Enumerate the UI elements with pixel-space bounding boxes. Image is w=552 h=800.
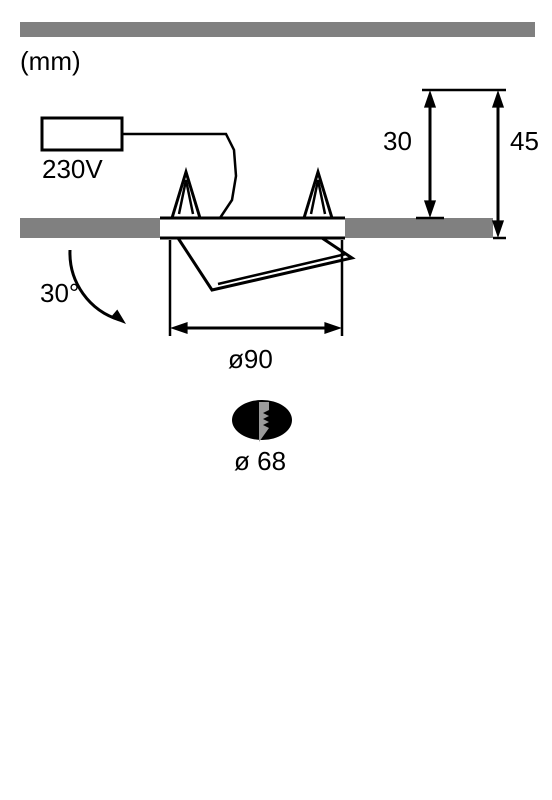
arrowhead <box>492 90 504 108</box>
dim-depth-label: 30 <box>383 126 412 156</box>
arrowhead <box>424 90 436 108</box>
tilt-label: 30° <box>40 278 79 308</box>
cutout-label: ø 68 <box>234 446 286 476</box>
ceiling-plate-left <box>20 218 160 238</box>
dim-diam-label: ø90 <box>228 344 273 374</box>
voltage-label: 230V <box>42 154 103 184</box>
ceiling-bar <box>20 22 535 37</box>
spring-clip <box>172 172 200 218</box>
arrowhead <box>170 322 188 334</box>
arrowhead <box>110 310 126 324</box>
spring-clip <box>304 172 332 218</box>
dim-total-label: 45 <box>510 126 539 156</box>
wire <box>122 134 236 218</box>
lamp-face <box>218 254 346 284</box>
arrowhead <box>324 322 342 334</box>
unit-label: (mm) <box>20 46 81 76</box>
arrowhead <box>424 200 436 218</box>
lamp-body <box>178 238 352 290</box>
arrowhead <box>492 220 504 238</box>
ceiling-plate-right <box>345 218 493 238</box>
transformer-box <box>42 118 122 150</box>
